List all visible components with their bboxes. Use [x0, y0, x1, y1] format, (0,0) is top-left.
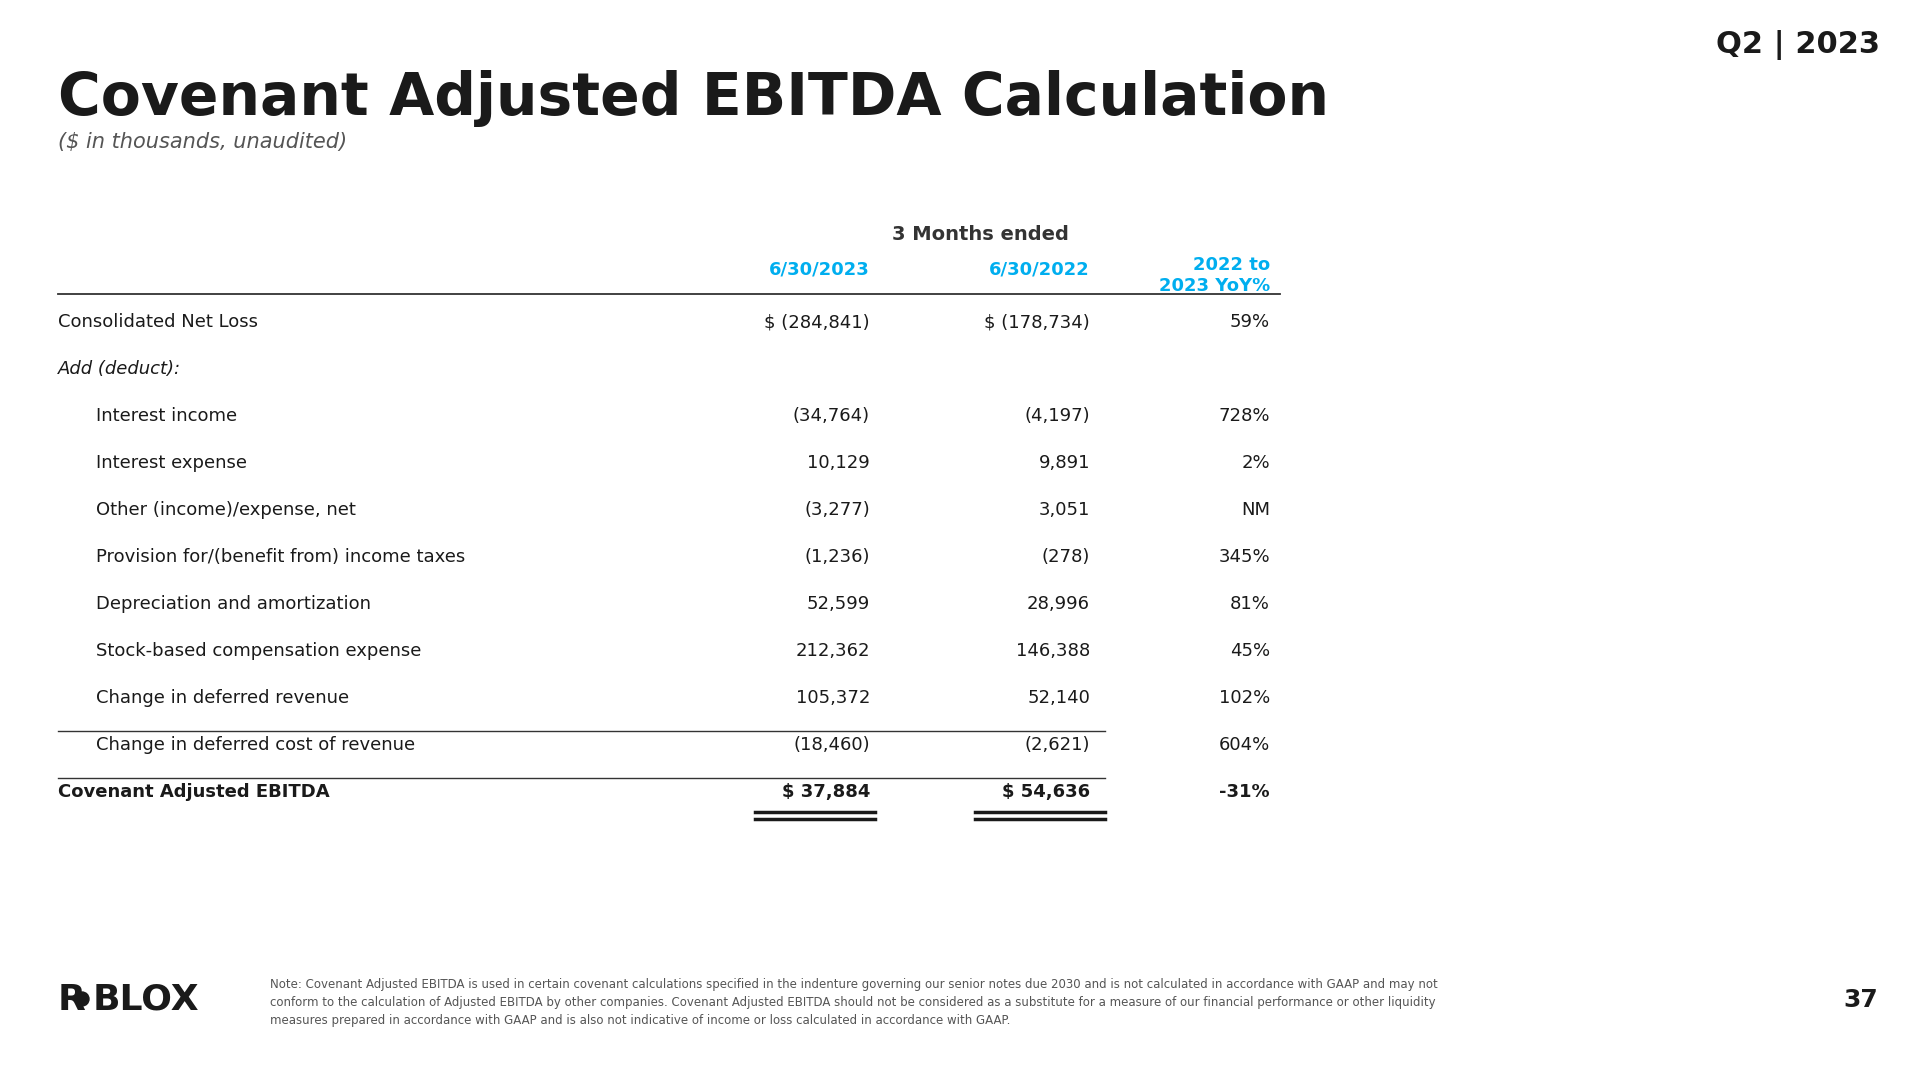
Text: NM: NM [1240, 501, 1269, 519]
Text: $ 54,636: $ 54,636 [1002, 783, 1091, 801]
Text: (34,764): (34,764) [793, 407, 870, 426]
Text: conform to the calculation of Adjusted EBITDA by other companies. Covenant Adjus: conform to the calculation of Adjusted E… [271, 996, 1436, 1009]
Text: 45%: 45% [1231, 642, 1269, 660]
Text: 2022 to: 2022 to [1192, 256, 1269, 274]
Text: Consolidated Net Loss: Consolidated Net Loss [58, 313, 257, 330]
Text: Interest expense: Interest expense [96, 454, 248, 472]
Text: 6/30/2023: 6/30/2023 [770, 260, 870, 278]
Text: Covenant Adjusted EBITDA: Covenant Adjusted EBITDA [58, 783, 330, 801]
Text: 604%: 604% [1219, 735, 1269, 754]
Text: 146,388: 146,388 [1016, 642, 1091, 660]
Text: 2023 YoY%: 2023 YoY% [1160, 276, 1269, 295]
Text: 3 Months ended: 3 Months ended [891, 225, 1068, 244]
Text: $ 37,884: $ 37,884 [781, 783, 870, 801]
Text: 105,372: 105,372 [795, 689, 870, 707]
Text: 728%: 728% [1219, 407, 1269, 426]
Text: (1,236): (1,236) [804, 548, 870, 566]
Text: 6/30/2022: 6/30/2022 [989, 260, 1091, 278]
Text: 59%: 59% [1231, 313, 1269, 330]
Text: R: R [58, 983, 86, 1017]
Text: Note: Covenant Adjusted EBITDA is used in certain covenant calculations specifie: Note: Covenant Adjusted EBITDA is used i… [271, 978, 1438, 991]
Text: 2%: 2% [1242, 454, 1269, 472]
Text: $ (284,841): $ (284,841) [764, 313, 870, 330]
Text: Covenant Adjusted EBITDA Calculation: Covenant Adjusted EBITDA Calculation [58, 70, 1329, 127]
Text: Q2 | 2023: Q2 | 2023 [1716, 30, 1880, 60]
Text: 10,129: 10,129 [806, 454, 870, 472]
Text: Stock-based compensation expense: Stock-based compensation expense [96, 642, 420, 660]
Text: measures prepared in accordance with GAAP and is also not indicative of income o: measures prepared in accordance with GAA… [271, 1014, 1010, 1027]
Text: 9,891: 9,891 [1039, 454, 1091, 472]
Text: Add (deduct):: Add (deduct): [58, 360, 180, 378]
Text: (2,621): (2,621) [1025, 735, 1091, 754]
Text: 212,362: 212,362 [795, 642, 870, 660]
Text: Depreciation and amortization: Depreciation and amortization [96, 595, 371, 613]
Text: 81%: 81% [1231, 595, 1269, 613]
Text: -31%: -31% [1219, 783, 1269, 801]
Text: Change in deferred revenue: Change in deferred revenue [96, 689, 349, 707]
Text: Other (income)/expense, net: Other (income)/expense, net [96, 501, 355, 519]
Text: Change in deferred cost of revenue: Change in deferred cost of revenue [96, 735, 415, 754]
Text: BLOX: BLOX [92, 983, 200, 1017]
Text: (18,460): (18,460) [793, 735, 870, 754]
Text: 3,051: 3,051 [1039, 501, 1091, 519]
Text: (3,277): (3,277) [804, 501, 870, 519]
Text: ($ in thousands, unaudited): ($ in thousands, unaudited) [58, 132, 348, 152]
Text: 37: 37 [1843, 988, 1878, 1012]
Text: (4,197): (4,197) [1025, 407, 1091, 426]
Circle shape [75, 993, 88, 1005]
Text: Interest income: Interest income [96, 407, 238, 426]
Text: (278): (278) [1043, 548, 1091, 566]
Text: 345%: 345% [1219, 548, 1269, 566]
Text: 52,140: 52,140 [1027, 689, 1091, 707]
Text: Provision for/(benefit from) income taxes: Provision for/(benefit from) income taxe… [96, 548, 465, 566]
Text: $ (178,734): $ (178,734) [985, 313, 1091, 330]
Text: 102%: 102% [1219, 689, 1269, 707]
Text: 52,599: 52,599 [806, 595, 870, 613]
Text: 28,996: 28,996 [1027, 595, 1091, 613]
